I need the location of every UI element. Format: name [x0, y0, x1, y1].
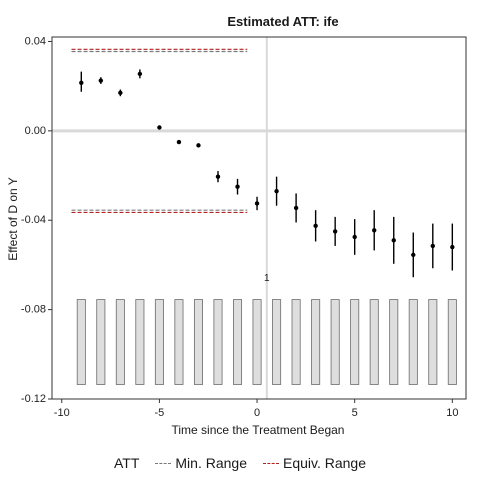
- count-bar: [369, 299, 379, 385]
- att-point: [254, 201, 260, 206]
- att-point: [293, 205, 299, 211]
- att-point: [352, 234, 357, 240]
- legend-label-min-range: Min. Range: [175, 455, 247, 471]
- att-point: [391, 238, 396, 243]
- count-bar: [115, 299, 125, 385]
- chart-title: Estimated ATT: ife: [227, 14, 338, 29]
- count-bar: [76, 299, 86, 385]
- att-point: [215, 174, 221, 179]
- count-bar: [291, 299, 301, 385]
- x-axis-label: Time since the Treatment Began: [172, 423, 345, 437]
- att-point: [372, 228, 377, 233]
- count-bar: [174, 299, 184, 385]
- x-tick-label: 10: [446, 407, 458, 419]
- legend-key-equiv-range: [262, 462, 279, 464]
- att-point: [157, 125, 162, 130]
- legend-label-equiv-range: Equiv. Range: [282, 455, 366, 471]
- att-point: [118, 90, 123, 96]
- att-point: [450, 244, 455, 250]
- count-bar: [408, 299, 418, 385]
- count-bar: [330, 299, 340, 385]
- att-point: [235, 184, 240, 189]
- legend-item-equiv-range: Equiv. Range: [262, 455, 366, 471]
- x-tick-label: 5: [352, 407, 358, 419]
- x-tick-label: -10: [54, 407, 70, 419]
- legend: ATT Min. Range Equiv. Range: [0, 450, 480, 476]
- count-bar: [193, 299, 203, 385]
- period-annotation: 1: [264, 273, 270, 284]
- count-bar: [272, 299, 282, 385]
- att-point: [274, 188, 279, 194]
- count-bar: [447, 299, 457, 385]
- count-bar: [311, 299, 321, 385]
- count-bar: [96, 299, 106, 385]
- y-tick-label: 0.00: [25, 125, 46, 137]
- legend-label-att: ATT: [113, 455, 140, 471]
- y-axis-label: Effect of D on Y: [6, 177, 20, 261]
- y-tick-label: 0.04: [25, 35, 46, 47]
- att-point: [332, 229, 338, 234]
- att-point: [313, 223, 318, 229]
- att-point: [411, 252, 416, 258]
- att-point: [79, 80, 84, 86]
- att-point: [176, 139, 182, 145]
- y-tick-label: -0.08: [21, 304, 46, 316]
- count-bar: [350, 299, 360, 385]
- y-tick-label: -0.12: [21, 393, 46, 405]
- y-tick-label: -0.04: [21, 214, 46, 226]
- count-bar: [252, 299, 262, 385]
- count-bar: [389, 299, 399, 385]
- att-point: [430, 243, 436, 249]
- plot-area: 1 -10 -5 0 5 10 0.04 0.00 -0.04 -0.08 -0.12: [21, 35, 467, 419]
- legend-item-min-range: Min. Range: [155, 455, 247, 471]
- count-bar: [213, 299, 223, 385]
- x-tick-label: -5: [155, 407, 165, 419]
- count-bar: [135, 299, 145, 385]
- count-bar: [428, 299, 438, 385]
- panel-border: [51, 36, 467, 400]
- att-point: [98, 78, 104, 83]
- count-bar: [154, 299, 164, 385]
- count-bar: [233, 299, 243, 385]
- att-point: [137, 71, 143, 77]
- x-tick-label: 0: [254, 407, 260, 419]
- att-point: [196, 143, 201, 148]
- legend-item-att: ATT: [114, 455, 139, 471]
- legend-key-min-range: [155, 462, 172, 464]
